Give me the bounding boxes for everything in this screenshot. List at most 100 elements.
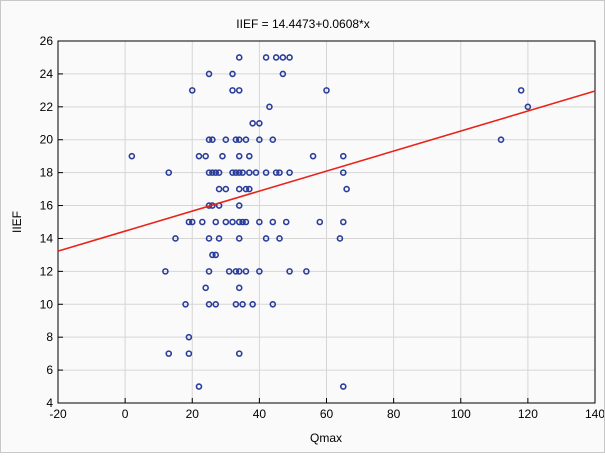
data-point	[205, 268, 213, 275]
data-point	[272, 169, 280, 176]
data-point	[205, 300, 213, 308]
axis-ticks: -20 0 20 40 60 80 100 120 140 4 6 8 10 12 14 16 18 20 22 24…	[40, 34, 605, 421]
x-tick-label: 60	[320, 407, 334, 421]
data-point	[222, 136, 230, 144]
data-point	[252, 169, 260, 176]
data-point	[235, 87, 243, 94]
data-point	[212, 300, 220, 308]
data-point	[303, 268, 310, 275]
data-point	[185, 333, 193, 341]
data-point	[239, 218, 246, 226]
data-point	[229, 87, 236, 94]
y-tick-label: 20	[40, 133, 54, 147]
regression-line	[57, 90, 596, 252]
data-point	[235, 202, 243, 209]
data-point	[212, 251, 220, 259]
data-point	[225, 268, 233, 275]
data-point	[323, 87, 330, 94]
data-point	[524, 103, 532, 111]
y-tick-label: 24	[40, 67, 54, 81]
data-point	[195, 152, 203, 160]
x-tick-label: 40	[253, 407, 267, 421]
data-point	[185, 350, 193, 357]
data-point	[162, 268, 169, 275]
x-axis-label: Qmax	[310, 431, 342, 445]
data-point	[235, 284, 243, 292]
y-tick-label: 8	[46, 330, 53, 344]
data-point	[246, 185, 253, 193]
data-point	[235, 169, 243, 176]
data-point	[229, 218, 236, 226]
data-point	[269, 218, 277, 226]
data-point	[262, 54, 270, 61]
data-point	[246, 152, 253, 160]
x-tick-label: 0	[122, 407, 129, 421]
y-tick-label: 6	[46, 363, 53, 377]
data-point	[205, 169, 213, 176]
data-point	[232, 169, 240, 176]
data-point	[128, 152, 136, 160]
data-point	[249, 300, 256, 308]
data-point	[235, 54, 243, 61]
data-point	[262, 169, 270, 176]
data-point	[336, 235, 344, 242]
data-point	[235, 185, 243, 193]
data-point	[239, 300, 246, 308]
data-point	[282, 218, 290, 226]
data-point	[517, 87, 525, 94]
data-point	[497, 136, 505, 144]
data-point	[188, 87, 196, 94]
data-point	[232, 136, 240, 144]
data-point	[202, 284, 209, 292]
data-point	[205, 70, 213, 78]
data-point	[215, 185, 223, 193]
data-point	[222, 185, 230, 193]
data-point	[235, 152, 243, 160]
x-tick-label: 120	[518, 407, 538, 421]
regression-line-group	[57, 90, 596, 252]
data-point	[256, 119, 263, 127]
data-point	[215, 169, 223, 176]
data-point	[242, 136, 250, 144]
data-point	[242, 185, 250, 193]
data-point	[316, 218, 324, 226]
data-point	[343, 185, 350, 193]
data-point	[286, 268, 293, 275]
data-point	[339, 152, 347, 160]
x-tick-label: 140	[585, 407, 604, 421]
data-point	[339, 383, 347, 390]
x-tick-label: 100	[451, 407, 471, 421]
y-tick-label: 12	[40, 264, 54, 278]
x-tick-label: -20	[49, 407, 67, 421]
data-point	[229, 70, 236, 78]
data-point	[202, 152, 209, 160]
data-point	[209, 169, 216, 176]
data-point	[256, 268, 263, 275]
data-point	[242, 218, 250, 226]
data-point	[246, 169, 253, 176]
y-tick-label: 16	[40, 199, 54, 213]
data-point	[232, 268, 240, 275]
data-point	[185, 218, 193, 226]
data-point	[279, 70, 287, 78]
data-point	[165, 350, 173, 357]
data-point	[205, 136, 213, 144]
data-point	[165, 169, 173, 176]
data-point	[209, 251, 216, 259]
data-point	[266, 103, 273, 111]
data-point	[219, 152, 226, 160]
data-point	[242, 268, 250, 275]
data-point	[235, 268, 243, 275]
data-point	[256, 136, 263, 144]
data-point	[262, 235, 270, 242]
y-axis-label: IIEF	[10, 211, 24, 233]
data-point	[256, 218, 263, 226]
data-point	[235, 235, 243, 242]
data-point	[269, 136, 277, 144]
data-point	[209, 136, 216, 144]
y-tick-label: 4	[46, 396, 53, 410]
y-tick-label: 14	[40, 231, 54, 245]
data-point	[269, 300, 277, 308]
